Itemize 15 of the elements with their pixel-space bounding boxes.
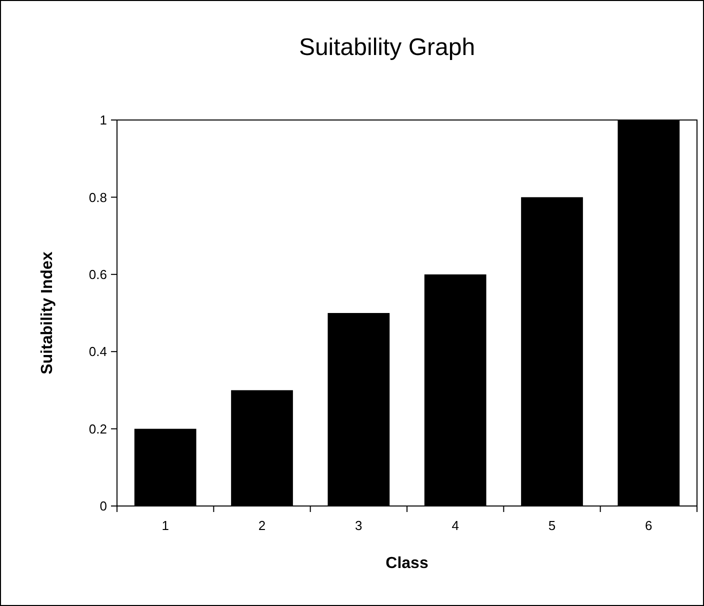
- x-tick-label: 2: [258, 518, 266, 533]
- x-tick-label: 6: [645, 518, 652, 533]
- y-tick-label: 0.4: [88, 344, 107, 360]
- y-tick-label: 0.8: [88, 190, 107, 205]
- x-tick-label: 4: [452, 518, 459, 533]
- y-axis-title: Suitability Index: [39, 252, 56, 374]
- chart-title: Suitability Graph: [298, 34, 476, 61]
- x-tick-label: 5: [548, 518, 556, 533]
- x-tick-label: 1: [162, 518, 169, 533]
- y-tick-label: 0.6: [88, 266, 107, 282]
- y-tick-label: 0: [100, 498, 107, 514]
- y-tick-label: 0.2: [88, 421, 107, 436]
- y-tick-label: 1: [100, 112, 107, 128]
- x-tick-label: 3: [355, 518, 362, 533]
- x-axis-title: Class: [386, 555, 428, 572]
